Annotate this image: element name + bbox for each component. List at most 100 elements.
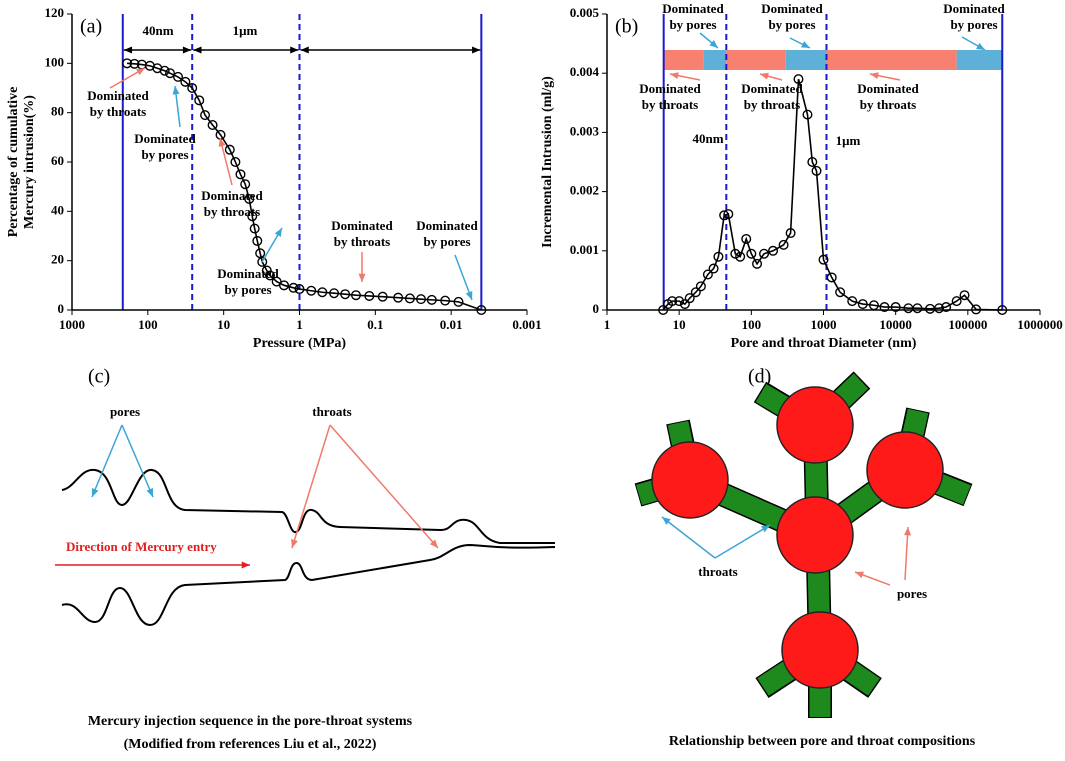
annotation: by throats xyxy=(744,97,800,112)
data-point xyxy=(951,296,962,307)
panel-label: (c) xyxy=(88,366,110,388)
arrow-head xyxy=(290,46,299,54)
x-tick-label: 100 xyxy=(138,317,158,332)
data-point xyxy=(741,233,752,244)
arrow xyxy=(121,424,154,498)
x-tick-label: 1 xyxy=(604,317,611,332)
annotation: Dominated xyxy=(761,1,823,16)
annotation: by pores xyxy=(768,17,815,32)
annotation: Dominated xyxy=(217,266,279,281)
data-point xyxy=(684,293,695,304)
y-axis-label: Incremental Intrusion (ml/g) xyxy=(540,76,555,248)
arrow-head xyxy=(358,273,366,282)
annotation: Dominated xyxy=(943,1,1005,16)
band xyxy=(956,50,1003,70)
data-point xyxy=(377,291,388,302)
band xyxy=(663,50,704,70)
data-point xyxy=(658,305,669,316)
note: 40nm xyxy=(692,131,723,146)
annotation: by pores xyxy=(224,282,271,297)
data-point xyxy=(240,179,251,190)
y-tick-label: 0.003 xyxy=(570,123,600,138)
annotation: Dominated xyxy=(741,81,803,96)
data-point xyxy=(165,68,176,79)
data-line xyxy=(126,62,482,311)
data-point xyxy=(440,295,451,306)
arrow xyxy=(291,424,331,549)
arrow xyxy=(91,424,123,498)
data-point xyxy=(224,144,235,155)
note: 1μm xyxy=(233,23,258,38)
x-tick-label: 100 xyxy=(742,317,762,332)
data-point xyxy=(690,287,701,298)
data-point xyxy=(890,302,901,313)
arrow-head xyxy=(291,539,298,548)
y-tick-label: 0 xyxy=(58,301,65,316)
y-tick-label: 120 xyxy=(45,5,65,20)
y-tick-label: 80 xyxy=(51,104,64,119)
data-point xyxy=(415,294,426,305)
pore-wall-lower xyxy=(61,543,556,627)
data-point xyxy=(264,270,275,281)
arrow-head xyxy=(123,46,133,54)
data-point xyxy=(857,299,868,310)
arrow-head xyxy=(761,525,770,533)
data-point xyxy=(173,71,184,82)
data-point xyxy=(793,74,804,85)
direction-label: Direction of Mercury entry xyxy=(66,539,217,554)
annotation: Dominated xyxy=(331,218,393,233)
y-tick-label: 0.004 xyxy=(570,64,600,79)
data-point xyxy=(476,305,487,316)
arrow-head xyxy=(274,228,282,237)
annotation: by pores xyxy=(423,234,470,249)
data-point xyxy=(674,296,685,307)
arrow-head xyxy=(182,46,192,54)
note: 40nm xyxy=(142,23,173,38)
data-point xyxy=(288,282,299,293)
x-tick-label: 1000 xyxy=(811,317,837,332)
x-axis-label: Pore and throat Diameter (nm) xyxy=(731,336,917,351)
pores-label: pores xyxy=(110,404,140,419)
data-point xyxy=(294,284,305,295)
data-point xyxy=(695,281,706,292)
data-point xyxy=(912,303,923,314)
data-point xyxy=(230,156,241,167)
y-axis-label: Percentage of cumulative xyxy=(6,87,21,238)
data-point xyxy=(317,287,328,298)
data-point xyxy=(159,65,170,76)
annotation: by throats xyxy=(860,97,916,112)
data-point xyxy=(752,258,763,269)
annotation: Dominated xyxy=(662,1,724,16)
data-point xyxy=(667,296,678,307)
data-point xyxy=(350,290,361,301)
arrow-head xyxy=(465,291,473,300)
data-point xyxy=(785,228,796,239)
x-tick-label: 100000 xyxy=(948,317,987,332)
data-point xyxy=(453,296,464,307)
annotation: Dominated xyxy=(639,81,701,96)
data-point xyxy=(247,211,258,222)
data-point xyxy=(708,263,719,274)
arrow-head xyxy=(904,527,912,536)
arrow-head xyxy=(91,488,99,497)
y-tick-label: 0.001 xyxy=(570,242,599,257)
arrow xyxy=(714,524,771,559)
annotation: by throats xyxy=(204,204,260,219)
panel-label: (d) xyxy=(748,366,771,388)
arrow-head xyxy=(300,46,309,54)
arrow-head xyxy=(801,41,810,48)
data-point xyxy=(180,76,191,87)
pores-label: pores xyxy=(897,586,927,601)
data-point xyxy=(997,305,1008,316)
caption: Mercury injection sequence in the pore-t… xyxy=(88,714,413,729)
panel-label: (a) xyxy=(80,16,102,38)
x-tick-label: 0.01 xyxy=(440,317,463,332)
y-tick-label: 0.002 xyxy=(570,183,599,198)
data-point xyxy=(679,299,690,310)
x-tick-label: 10 xyxy=(217,317,230,332)
throats-label: throats xyxy=(312,404,351,419)
pores xyxy=(651,386,944,689)
data-line xyxy=(662,78,1003,311)
annotation: by throats xyxy=(334,234,390,249)
data-point xyxy=(187,82,198,93)
